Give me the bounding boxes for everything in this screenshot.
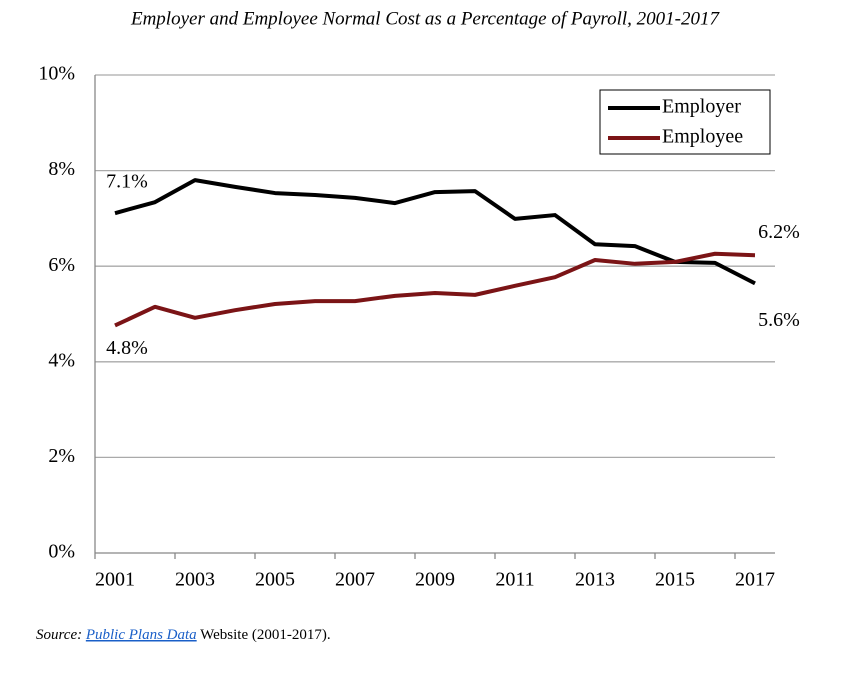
x-tick-label: 2005	[255, 569, 295, 591]
x-tick-label: 2009	[415, 569, 455, 591]
y-tick-label: 8%	[48, 158, 75, 180]
data-label: 5.6%	[758, 309, 800, 331]
source-link[interactable]: Public Plans Data	[85, 627, 197, 643]
y-tick-label: 2%	[48, 445, 75, 467]
x-tick-label: 2007	[335, 569, 375, 591]
y-tick-label: 0%	[48, 541, 75, 563]
chart-title: Employer and Employee Normal Cost as a P…	[130, 8, 721, 29]
x-tick-label: 2017	[735, 569, 775, 591]
data-label: 6.2%	[758, 221, 800, 243]
y-tick-label: 4%	[48, 349, 75, 371]
x-tick-label: 2015	[655, 569, 695, 591]
x-tick-label: 2001	[95, 569, 135, 591]
y-tick-label: 6%	[48, 254, 75, 276]
series-line	[114, 178, 756, 286]
source-prefix: Source:	[36, 627, 82, 643]
legend-label: Employee	[662, 126, 743, 148]
legend-label: Employer	[662, 96, 741, 118]
series-line	[114, 251, 756, 328]
x-tick-label: 2003	[175, 569, 215, 591]
data-label: 7.1%	[106, 171, 148, 193]
x-tick-label: 2013	[575, 569, 615, 591]
source-suffix: Website (2001-2017).	[200, 627, 330, 643]
source: Source: Public Plans Data Website (2001-…	[36, 627, 331, 643]
y-tick-label: 10%	[38, 63, 75, 85]
legend-box	[599, 89, 771, 155]
x-tick-label: 2011	[495, 569, 534, 591]
data-label: 4.8%	[106, 337, 148, 359]
